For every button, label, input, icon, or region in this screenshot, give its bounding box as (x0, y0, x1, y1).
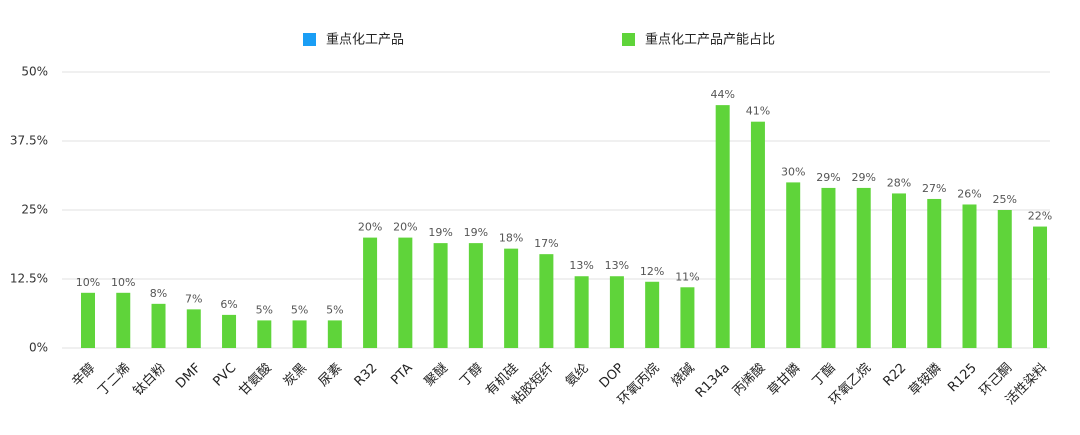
x-tick-label: 丁醇 (456, 360, 486, 390)
bar (715, 105, 730, 349)
bar (222, 314, 237, 348)
x-tick-label: 尿素 (316, 361, 345, 390)
x-tick-label: 甘氨酸 (236, 361, 274, 399)
value-label: 12% (640, 265, 664, 278)
bar (292, 320, 307, 348)
bar (468, 243, 483, 348)
value-label: 28% (887, 176, 911, 189)
value-label: 5% (256, 303, 273, 316)
y-tick-label: 25% (21, 203, 48, 217)
x-tick-label: 辛醇 (69, 360, 99, 390)
bar (398, 237, 413, 348)
legend-label: 重点化工产品产能占比 (645, 32, 775, 48)
legend-label: 重点化工产品 (326, 32, 404, 48)
value-label: 19% (428, 226, 452, 239)
value-label: 22% (1028, 210, 1052, 223)
value-label: 29% (851, 171, 875, 184)
x-tick-label: 聚醚 (422, 361, 451, 390)
x-tick-label: PVC (210, 361, 239, 390)
bar (750, 121, 765, 349)
value-label: 19% (464, 226, 488, 239)
x-tick-label: R125 (945, 361, 980, 396)
bar (257, 320, 272, 348)
value-label: 29% (816, 171, 840, 184)
value-label: 10% (111, 276, 135, 289)
x-tick-label: 丁二烯 (95, 361, 133, 399)
bar (504, 248, 519, 348)
value-label: 30% (781, 165, 805, 178)
bar (821, 187, 836, 348)
bar (81, 292, 95, 348)
bar (433, 243, 448, 348)
bar (574, 276, 589, 348)
legend-swatch (622, 33, 635, 46)
bar (997, 210, 1012, 348)
x-tick-label: 氨纶 (563, 361, 592, 390)
x-tick-label: 炭黑 (281, 361, 310, 390)
value-label: 26% (957, 187, 981, 200)
legend-swatch (303, 33, 316, 46)
x-tick-label: R32 (352, 361, 381, 390)
bar (363, 237, 378, 348)
x-tick-label: DMF (173, 361, 204, 392)
value-label: 13% (569, 259, 593, 272)
x-tick-label: R134a (693, 361, 733, 401)
value-label: 18% (499, 232, 523, 245)
x-tick-label: R22 (881, 361, 910, 390)
value-label: 6% (220, 298, 237, 311)
bar (962, 204, 977, 348)
x-tick-label: 丙烯酸 (730, 361, 768, 399)
y-tick-label: 50% (21, 65, 48, 79)
value-label: 10% (76, 276, 100, 289)
value-label: 25% (993, 193, 1017, 206)
bar (116, 292, 131, 348)
bar (1033, 226, 1048, 348)
value-label: 5% (291, 303, 308, 316)
bar (609, 276, 624, 348)
x-tick-label: 烧碱 (669, 361, 698, 390)
y-tick-label: 0% (29, 341, 48, 355)
value-label: 8% (150, 287, 167, 300)
bar (186, 309, 201, 348)
value-label: 27% (922, 182, 946, 195)
x-tick-label: 草铵膦 (906, 361, 944, 399)
bar (539, 254, 554, 348)
x-tick-label: PTA (388, 361, 415, 388)
value-label: 44% (710, 88, 734, 101)
value-label: 20% (393, 221, 417, 234)
value-label: 41% (746, 105, 770, 118)
value-label: 20% (358, 221, 382, 234)
bar (645, 281, 660, 348)
value-label: 11% (675, 270, 699, 283)
x-tick-label: 草甘膦 (765, 361, 803, 399)
value-label: 7% (185, 292, 202, 305)
bar (327, 320, 342, 348)
bar (927, 198, 942, 348)
x-tick-label: DOP (597, 361, 628, 392)
bar (891, 193, 906, 348)
bar (786, 182, 801, 348)
x-tick-label: 钛白粉 (130, 360, 169, 399)
value-label: 17% (534, 237, 558, 250)
bar (856, 187, 871, 348)
y-tick-label: 12.5% (10, 272, 48, 286)
y-tick-label: 37.5% (10, 134, 48, 148)
value-label: 13% (605, 259, 629, 272)
x-tick-label: 丁酯 (810, 361, 839, 390)
value-label: 5% (326, 303, 343, 316)
bar (151, 303, 166, 348)
bar (680, 287, 695, 348)
